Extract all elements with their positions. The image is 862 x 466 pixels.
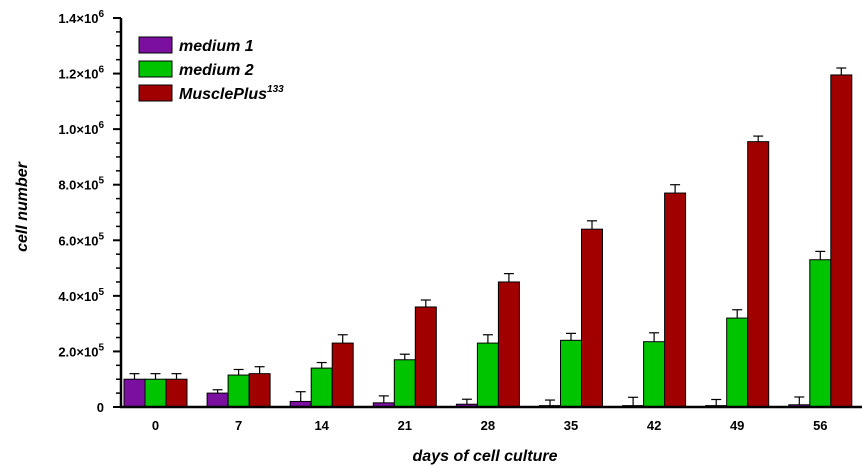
error-bar-medium-1-56 bbox=[794, 396, 805, 405]
y-tick-label: 1.0×106 bbox=[58, 120, 104, 137]
x-tick-label: 35 bbox=[564, 418, 578, 433]
y-tick-label: 1.2×106 bbox=[58, 65, 104, 82]
error-bar-medium-1-0 bbox=[129, 373, 140, 380]
bar-muscleplus-0 bbox=[165, 378, 188, 408]
error-bar-medium-2-42 bbox=[649, 332, 660, 342]
error-bar-muscleplus-28 bbox=[503, 273, 514, 282]
error-bar-muscleplus-0 bbox=[171, 373, 182, 380]
x-tick-label: 21 bbox=[398, 418, 412, 433]
error-bar-muscleplus-35 bbox=[587, 220, 597, 230]
bar-medium-2-14 bbox=[310, 367, 333, 408]
bar-medium-2-7 bbox=[227, 374, 250, 408]
error-bar-muscleplus-7 bbox=[254, 366, 265, 374]
legend-item-2: medium 2 bbox=[138, 60, 254, 79]
error-bar-medium-2-35 bbox=[566, 332, 576, 341]
error-bar-medium-2-14 bbox=[316, 361, 327, 369]
x-tick-label: 28 bbox=[481, 418, 495, 433]
error-bar-medium-2-56 bbox=[815, 250, 826, 260]
bar-muscleplus-49 bbox=[747, 141, 770, 408]
x-tick-label: 0 bbox=[152, 418, 159, 433]
x-tick-label: 49 bbox=[730, 418, 744, 433]
legend-label: medium 1 bbox=[179, 38, 254, 55]
y-tick-label: 6.0×105 bbox=[58, 231, 104, 248]
bar-medium-2-35 bbox=[560, 339, 582, 408]
bar-medium-2-56 bbox=[809, 259, 832, 408]
y-tick-label: 8.0×105 bbox=[58, 176, 104, 193]
bar-muscleplus-14 bbox=[331, 342, 354, 408]
x-tick-label: 14 bbox=[314, 418, 329, 433]
y-tick-label: 0 bbox=[97, 400, 104, 415]
error-bar-medium-2-0 bbox=[150, 373, 161, 380]
x-ticks-layer: 0 7 14 21 28 35 42 49 56 bbox=[152, 418, 828, 433]
error-bar-muscleplus-14 bbox=[337, 334, 348, 344]
bar-muscleplus-42 bbox=[664, 192, 687, 408]
error-bar-medium-1-7 bbox=[212, 389, 223, 394]
bar-muscleplus-35 bbox=[581, 228, 603, 408]
bar-muscleplus-7 bbox=[248, 373, 271, 408]
error-bar-medium-1-49 bbox=[711, 398, 722, 406]
x-tick-label: 42 bbox=[647, 418, 661, 433]
legend-swatch bbox=[138, 60, 173, 78]
bar-medium-2-28 bbox=[476, 342, 499, 408]
legend-item-3: MusclePlus133 bbox=[138, 84, 284, 103]
bar-muscleplus-28 bbox=[497, 281, 520, 408]
error-bar-medium-1-28 bbox=[461, 398, 472, 405]
bars-layer bbox=[123, 74, 853, 408]
legend-swatch bbox=[138, 36, 173, 54]
error-bar-medium-2-28 bbox=[482, 334, 493, 344]
error-bar-medium-1-14 bbox=[295, 391, 306, 402]
bar-medium-2-49 bbox=[726, 317, 749, 408]
bar-medium-2-42 bbox=[643, 341, 666, 408]
bar-medium-1-7 bbox=[206, 392, 229, 408]
y-tick-label: 4.0×105 bbox=[58, 287, 104, 304]
bar-muscleplus-21 bbox=[414, 306, 437, 408]
error-bar-muscleplus-49 bbox=[753, 135, 764, 142]
error-bar-muscleplus-56 bbox=[836, 67, 847, 75]
error-bar-medium-2-7 bbox=[233, 368, 244, 376]
legend-item-1: medium 1 bbox=[138, 36, 254, 55]
bar-medium-2-0 bbox=[144, 378, 167, 408]
y-ticks-layer: 0 2.0×105 4.0×105 6.0×105 8.0×105 1.0×106 1.2×… bbox=[58, 9, 121, 415]
error-bar-muscleplus-42 bbox=[670, 184, 681, 194]
error-bar-medium-1-35 bbox=[545, 399, 555, 406]
legend-label: medium 2 bbox=[179, 62, 254, 79]
error-bar-medium-2-49 bbox=[732, 309, 743, 319]
y-tick-label: 1.4×106 bbox=[58, 9, 104, 26]
bar-medium-2-21 bbox=[393, 359, 416, 408]
legend: medium 1 medium 2 MusclePlus133 bbox=[138, 36, 284, 103]
error-bar-medium-1-42 bbox=[628, 396, 639, 406]
error-bar-muscleplus-21 bbox=[420, 299, 431, 307]
bar-medium-1-0 bbox=[123, 378, 146, 408]
x-tick-label: 56 bbox=[813, 418, 827, 433]
error-bar-medium-2-21 bbox=[399, 353, 410, 360]
y-axis-title: cell number bbox=[14, 161, 31, 252]
x-axis-title: days of cell culture bbox=[413, 448, 558, 465]
y-tick-label: 2.0×105 bbox=[58, 342, 104, 359]
legend-swatch bbox=[138, 84, 173, 102]
bar-muscleplus-56 bbox=[830, 74, 853, 408]
error-bars-layer bbox=[129, 67, 847, 406]
error-bar-medium-1-21 bbox=[378, 395, 389, 403]
x-tick-label: 7 bbox=[235, 418, 242, 433]
legend-label: MusclePlus133 bbox=[179, 84, 284, 103]
